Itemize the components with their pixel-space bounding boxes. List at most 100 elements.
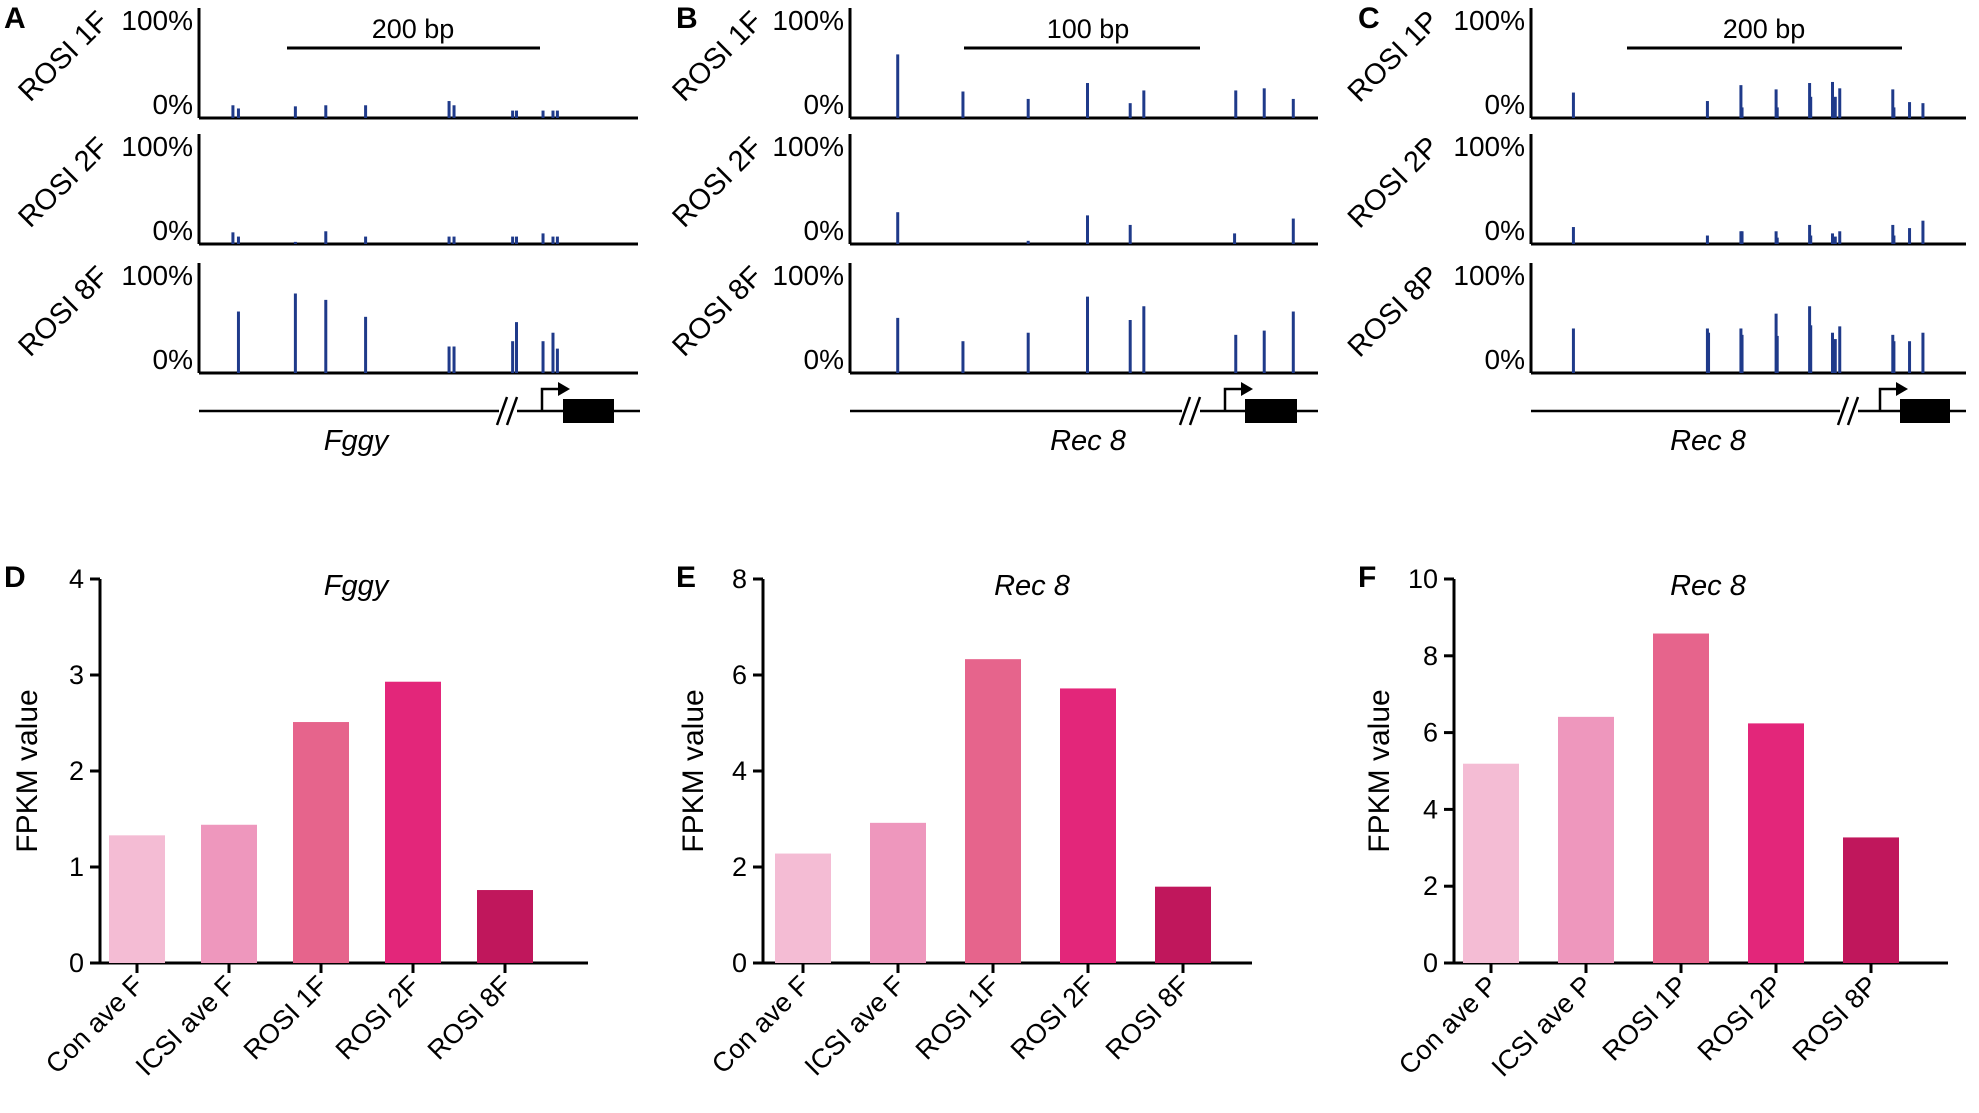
category-label: Con ave F <box>706 970 815 1079</box>
y-tick-label: 4 <box>69 564 84 594</box>
category-label: ICSI ave F <box>799 970 910 1081</box>
row-label: ROSI 8F <box>12 260 114 362</box>
track-row: 100% 0% ROSI 8F <box>12 260 638 375</box>
bar <box>965 659 1021 963</box>
panel-label: B <box>676 2 698 35</box>
y-bottom-label: 0% <box>1485 215 1525 246</box>
bar <box>1155 886 1211 963</box>
gene-label: Rec 8 <box>1670 425 1746 457</box>
row-label: ROSI 2F <box>12 131 114 233</box>
y-top-label: 100% <box>1453 260 1525 291</box>
y-tick-label: 2 <box>1423 871 1438 901</box>
exon-box <box>563 399 614 423</box>
category-label: ROSI 1F <box>238 970 333 1065</box>
break-mark <box>495 396 509 426</box>
category-label: ROSI 8F <box>422 970 517 1065</box>
chart-title: Rec 8 <box>994 570 1070 602</box>
y-bottom-label: 0% <box>153 344 193 375</box>
track-row: 100%0%ROSI 1P <box>1342 5 1966 120</box>
chart-title: Fggy <box>324 570 390 602</box>
panel-label: C <box>1358 2 1380 35</box>
track-row: 100% 0% ROSI 2F <box>666 131 1318 246</box>
y-tick-label: 2 <box>732 852 747 882</box>
row-label: ROSI 2F <box>666 131 768 233</box>
gene-model: Fggy <box>199 382 640 457</box>
chart-title: Rec 8 <box>1670 570 1746 602</box>
track-row: 100%0%ROSI 1F <box>666 5 1318 120</box>
y-tick-label: 6 <box>732 660 747 690</box>
y-tick-label: 0 <box>1423 948 1438 978</box>
break-mark <box>1188 396 1202 426</box>
panel-label: E <box>676 561 696 594</box>
category-label: Con ave P <box>1393 970 1503 1080</box>
y-tick-label: 6 <box>1423 718 1438 748</box>
scale-bar-label: 200 bp <box>372 14 455 44</box>
bar <box>1060 688 1116 963</box>
tss-arrowhead <box>558 382 570 396</box>
tss-arrowhead <box>1896 382 1908 396</box>
track-row: 100% 0% ROSI 8P <box>1342 260 1966 375</box>
scale-bar-label: 200 bp <box>1723 14 1806 44</box>
gene-label: Fggy <box>324 425 390 457</box>
break-mark <box>505 396 519 426</box>
y-bottom-label: 0% <box>153 89 193 120</box>
y-tick-label: 4 <box>732 756 747 786</box>
gene-label: Rec 8 <box>1050 425 1126 457</box>
bar <box>1748 723 1804 963</box>
y-tick-label: 4 <box>1423 794 1438 824</box>
row-label: ROSI 1F <box>12 5 114 107</box>
row-label: ROSI 2P <box>1342 131 1446 235</box>
gene-model: Rec 8 <box>1531 382 1966 457</box>
track-row: 100% 0% ROSI 2P <box>1342 131 1966 246</box>
tss-arrow <box>1878 387 1898 411</box>
break-mark <box>1836 396 1850 426</box>
exon-box <box>1900 399 1950 423</box>
y-axis-label: FPKM value <box>11 689 44 852</box>
row-label: ROSI 8F <box>666 260 768 362</box>
y-top-label: 100% <box>772 260 844 291</box>
y-axis-label: FPKM value <box>1363 689 1396 852</box>
track-row: 100%0%ROSI 1F <box>12 5 638 120</box>
bar <box>870 822 926 963</box>
category-label: ROSI 8F <box>1100 970 1195 1065</box>
category-label: ROSI 8P <box>1787 970 1884 1067</box>
category-label: ROSI 1F <box>910 970 1005 1065</box>
y-bottom-label: 0% <box>804 89 844 120</box>
panel-label: F <box>1358 561 1376 594</box>
category-label: ROSI 2P <box>1692 970 1789 1067</box>
y-tick-label: 10 <box>1408 564 1438 594</box>
y-tick-label: 1 <box>69 852 84 882</box>
break-mark <box>1178 396 1192 426</box>
category-label: ICSI ave P <box>1486 970 1598 1082</box>
y-bottom-label: 0% <box>1485 344 1525 375</box>
bar <box>385 681 441 963</box>
bar <box>293 722 349 963</box>
panel-label: A <box>4 2 26 35</box>
y-bottom-label: 0% <box>1485 89 1525 120</box>
bar <box>1463 763 1519 963</box>
y-bottom-label: 0% <box>804 215 844 246</box>
y-top-label: 100% <box>772 131 844 162</box>
y-tick-label: 0 <box>69 948 84 978</box>
bar <box>1653 633 1709 963</box>
y-axis-label: FPKM value <box>677 689 710 852</box>
y-top-label: 100% <box>772 5 844 36</box>
scale-bar-label: 100 bp <box>1047 14 1130 44</box>
row-label: ROSI 8P <box>1342 260 1446 364</box>
y-tick-label: 8 <box>1423 641 1438 671</box>
y-tick-label: 0 <box>732 948 747 978</box>
y-top-label: 100% <box>1453 131 1525 162</box>
category-label: ROSI 1P <box>1597 970 1694 1067</box>
y-top-label: 100% <box>1453 5 1525 36</box>
bar <box>201 824 257 963</box>
y-tick-label: 8 <box>732 564 747 594</box>
bar <box>775 853 831 963</box>
tss-arrow <box>540 387 560 411</box>
bar <box>477 890 533 963</box>
y-top-label: 100% <box>121 260 193 291</box>
